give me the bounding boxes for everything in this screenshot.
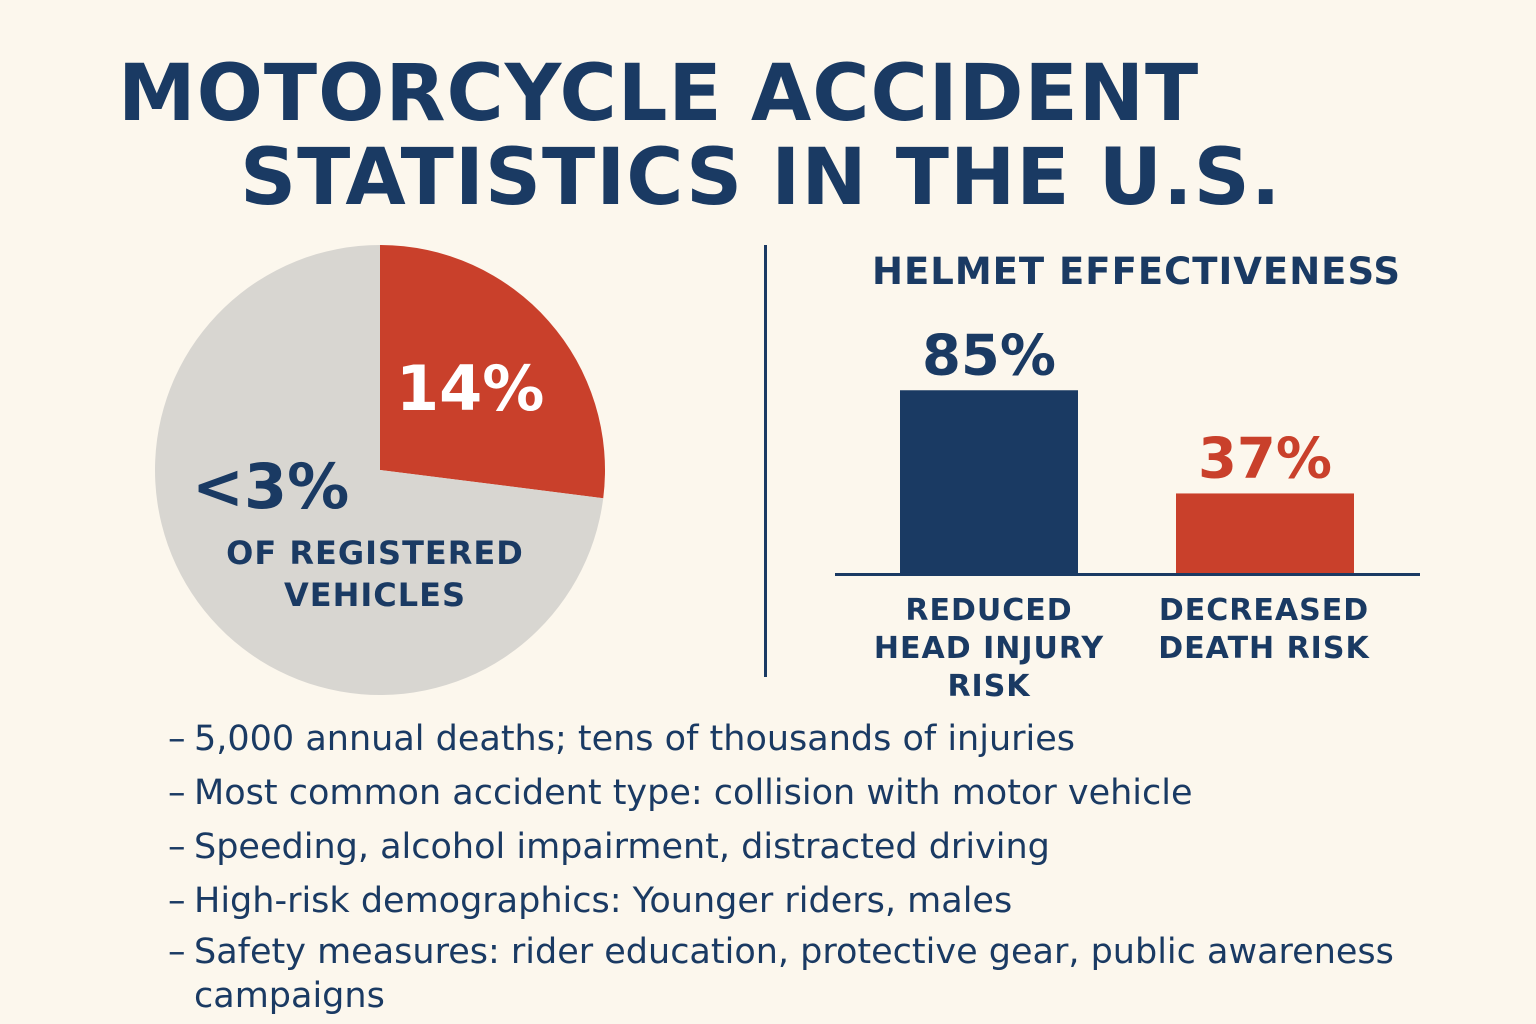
- title-line-2: STATISTICS IN THE U.S.: [240, 133, 1282, 223]
- section-divider: [764, 245, 767, 677]
- bullet-item: Speeding, alcohol impairment, distracted…: [168, 820, 1498, 874]
- bar-chart: 85% 37%: [835, 323, 1420, 576]
- bar-category-label-2: DECREASED DEATH RISK: [1158, 593, 1370, 666]
- bar-2: [1176, 493, 1354, 573]
- bar-category-label-1: REDUCED HEAD INJURY RISK: [873, 593, 1105, 704]
- bar-value-label-1: 85%: [922, 323, 1056, 388]
- bar-chart-title: HELMET EFFECTIVENESS: [872, 250, 1402, 293]
- pie-slice-gray: [154, 245, 604, 695]
- bullet-item: Most common accident type: collision wit…: [168, 766, 1498, 820]
- pie-slice-label-red: 14%: [396, 352, 545, 425]
- pie-chart: [154, 245, 605, 695]
- title-line-1: MOTORCYCLE ACCIDENT: [118, 49, 1200, 139]
- bullet-item: 5,000 annual deaths; tens of thousands o…: [168, 712, 1498, 766]
- bar-1: [900, 390, 1078, 573]
- bullet-item: Safety measures: rider education, protec…: [168, 930, 1498, 1018]
- stat-bullet-list: 5,000 annual deaths; tens of thousands o…: [168, 712, 1498, 1018]
- pie-slice-red: [380, 245, 605, 499]
- pie-slice-label-gray: <3%: [192, 450, 350, 523]
- bar-value-label-2: 37%: [1198, 426, 1332, 491]
- pie-caption: OF REGISTERED VEHICLES: [226, 534, 524, 614]
- bullet-item: High-risk demographics: Younger riders, …: [168, 874, 1498, 928]
